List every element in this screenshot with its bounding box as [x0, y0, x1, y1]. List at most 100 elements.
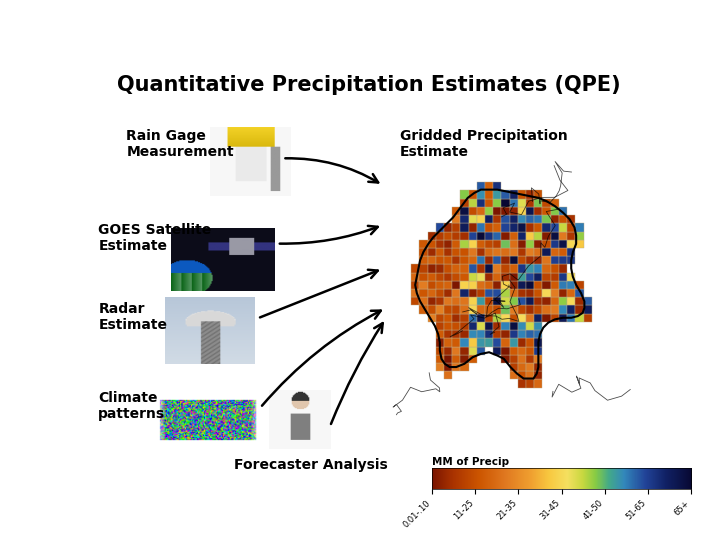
- Bar: [510, 191, 518, 199]
- Bar: [477, 248, 485, 256]
- Bar: [575, 232, 583, 240]
- Bar: [493, 191, 501, 199]
- Bar: [567, 289, 575, 297]
- Bar: [477, 256, 485, 265]
- Bar: [518, 314, 526, 322]
- Bar: [542, 207, 551, 215]
- Bar: [436, 363, 444, 371]
- Bar: [436, 297, 444, 306]
- Bar: [477, 183, 485, 191]
- Bar: [534, 240, 542, 248]
- Bar: [518, 355, 526, 363]
- Bar: [428, 240, 436, 248]
- Bar: [542, 265, 551, 273]
- Bar: [436, 240, 444, 248]
- Bar: [551, 281, 559, 289]
- Bar: [501, 330, 510, 338]
- Bar: [444, 240, 452, 248]
- Bar: [518, 371, 526, 379]
- Bar: [452, 314, 460, 322]
- Bar: [542, 297, 551, 306]
- Bar: [493, 183, 501, 191]
- Bar: [469, 306, 477, 314]
- Bar: [559, 232, 567, 240]
- Bar: [501, 256, 510, 265]
- Bar: [444, 355, 452, 363]
- Bar: [510, 256, 518, 265]
- Bar: [518, 338, 526, 347]
- Bar: [501, 224, 510, 232]
- Bar: [428, 232, 436, 240]
- Bar: [583, 306, 592, 314]
- Bar: [452, 240, 460, 248]
- Bar: [452, 256, 460, 265]
- Bar: [559, 297, 567, 306]
- Bar: [477, 191, 485, 199]
- Bar: [469, 355, 477, 363]
- Bar: [477, 224, 485, 232]
- Bar: [534, 199, 542, 207]
- Bar: [485, 306, 493, 314]
- Bar: [526, 306, 534, 314]
- Bar: [526, 207, 534, 215]
- Bar: [510, 306, 518, 314]
- Bar: [559, 281, 567, 289]
- Bar: [518, 232, 526, 240]
- Bar: [526, 215, 534, 224]
- Bar: [469, 297, 477, 306]
- Bar: [518, 281, 526, 289]
- Bar: [534, 371, 542, 379]
- Bar: [510, 273, 518, 281]
- Bar: [469, 199, 477, 207]
- Bar: [485, 199, 493, 207]
- Bar: [477, 265, 485, 273]
- Bar: [436, 355, 444, 363]
- Bar: [559, 289, 567, 297]
- Bar: [510, 199, 518, 207]
- Bar: [469, 207, 477, 215]
- Bar: [501, 297, 510, 306]
- Bar: [469, 224, 477, 232]
- Bar: [469, 215, 477, 224]
- Bar: [485, 215, 493, 224]
- Bar: [460, 273, 469, 281]
- Bar: [510, 347, 518, 355]
- Bar: [493, 224, 501, 232]
- Bar: [518, 265, 526, 273]
- Bar: [460, 322, 469, 330]
- Bar: [510, 207, 518, 215]
- Bar: [567, 273, 575, 281]
- Bar: [559, 240, 567, 248]
- Bar: [559, 256, 567, 265]
- Bar: [452, 297, 460, 306]
- Bar: [583, 314, 592, 322]
- Bar: [567, 314, 575, 322]
- Bar: [526, 347, 534, 355]
- Bar: [534, 297, 542, 306]
- Bar: [452, 289, 460, 297]
- Bar: [493, 322, 501, 330]
- Bar: [518, 248, 526, 256]
- Bar: [542, 273, 551, 281]
- Bar: [444, 347, 452, 355]
- Bar: [428, 248, 436, 256]
- Bar: [501, 191, 510, 199]
- Bar: [567, 215, 575, 224]
- Bar: [419, 256, 428, 265]
- Bar: [493, 338, 501, 347]
- Bar: [460, 224, 469, 232]
- Bar: [460, 207, 469, 215]
- Bar: [436, 273, 444, 281]
- Bar: [583, 297, 592, 306]
- Bar: [469, 232, 477, 240]
- Bar: [469, 322, 477, 330]
- Bar: [501, 273, 510, 281]
- Bar: [526, 256, 534, 265]
- Bar: [485, 338, 493, 347]
- Bar: [501, 248, 510, 256]
- Bar: [460, 363, 469, 371]
- Bar: [452, 265, 460, 273]
- Bar: [501, 199, 510, 207]
- Bar: [534, 355, 542, 363]
- Bar: [510, 215, 518, 224]
